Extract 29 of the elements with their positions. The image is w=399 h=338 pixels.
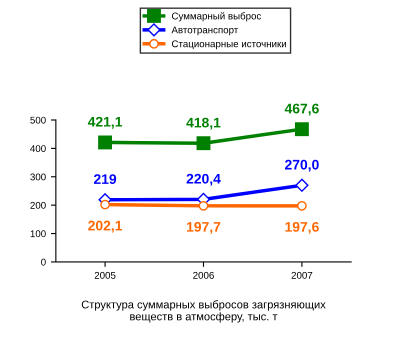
data-label: 421,1	[88, 116, 122, 129]
data-label: 467,6	[284, 104, 319, 116]
legend-label: Автотранспорт	[171, 26, 238, 36]
data-label: 270,0	[285, 160, 319, 172]
legend-label: Стационарные источники	[172, 40, 286, 50]
y-tick-label: 400	[30, 145, 46, 152]
data-label: 418,1	[186, 118, 220, 130]
x-axis-title: Структура суммарных выбросов загрязняющих веществ в атмосферу, тыс. т	[82, 300, 326, 323]
point	[196, 136, 210, 150]
data-label: 197,7	[186, 222, 220, 234]
x-tick-label: 2007	[292, 272, 312, 279]
data-label: 197,6	[285, 222, 319, 234]
x-tick-label: 2005	[94, 272, 116, 279]
data-label: 219	[94, 174, 116, 184]
point	[294, 122, 309, 136]
data-label: 202,1	[88, 220, 122, 233]
x-tick-label: 2006	[193, 272, 214, 279]
y-tick-label: 100	[30, 230, 46, 238]
point	[98, 135, 112, 150]
y-tick-label: 0	[41, 258, 46, 266]
y-tick-label: 500	[30, 116, 46, 124]
point	[198, 200, 208, 211]
point	[295, 178, 308, 192]
data-label: 220,4	[186, 174, 221, 186]
legend-label: Суммарный выброс	[172, 12, 262, 22]
point	[297, 200, 307, 211]
y-tick-label: 200	[30, 202, 46, 209]
y-tick-label: 300	[30, 174, 46, 180]
point	[100, 200, 110, 210]
